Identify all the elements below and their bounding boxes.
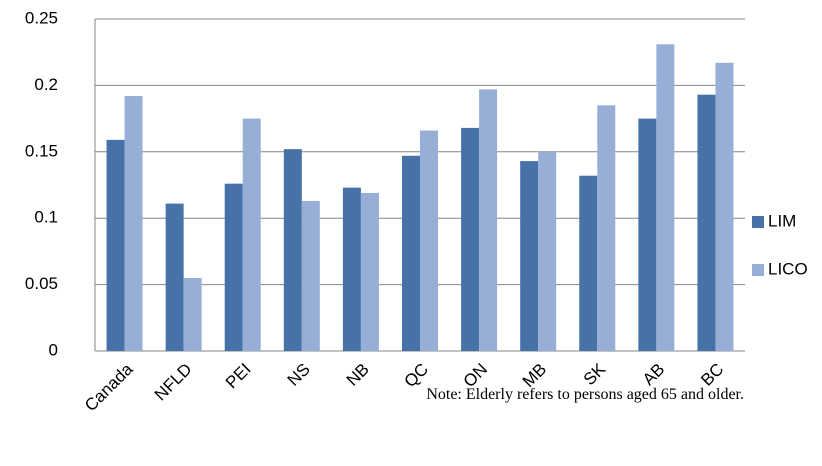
x-tick-label: NFLD	[151, 360, 196, 405]
bar	[301, 200, 320, 351]
y-tick-label: 0.25	[25, 8, 58, 27]
y-tick-label: 0.2	[34, 75, 58, 94]
y-tick-label: 0	[49, 340, 58, 359]
bar	[106, 139, 125, 351]
annotation: Note: Elderly refers to persons aged 65 …	[426, 386, 744, 403]
bar	[283, 149, 302, 351]
x-tick-label: Canada	[81, 359, 137, 415]
legend-swatch	[752, 264, 764, 276]
bar	[360, 192, 379, 351]
bar	[402, 155, 420, 351]
bar	[715, 62, 734, 351]
bar	[656, 44, 675, 352]
bar	[638, 118, 657, 351]
legend-swatch	[752, 216, 764, 228]
y-tick-label: 0.15	[25, 141, 58, 160]
y-tick-label: 0.05	[25, 274, 58, 293]
bar	[579, 175, 598, 351]
bar	[342, 187, 361, 351]
bar	[420, 130, 438, 351]
y-tick-label: 0.1	[34, 208, 58, 227]
legend-label: LICO	[768, 259, 808, 278]
x-tick-label: PEI	[222, 360, 255, 393]
bar	[597, 105, 616, 351]
bar	[697, 94, 716, 352]
bar	[242, 118, 261, 351]
bar	[224, 183, 243, 351]
bar	[479, 89, 498, 351]
bar	[520, 161, 539, 351]
bar	[183, 277, 202, 351]
bar	[165, 203, 184, 351]
x-tick-label: NS	[284, 360, 314, 390]
bar	[538, 151, 557, 351]
bar	[461, 127, 480, 351]
bar	[124, 96, 143, 351]
legend-label: LIM	[768, 211, 796, 230]
